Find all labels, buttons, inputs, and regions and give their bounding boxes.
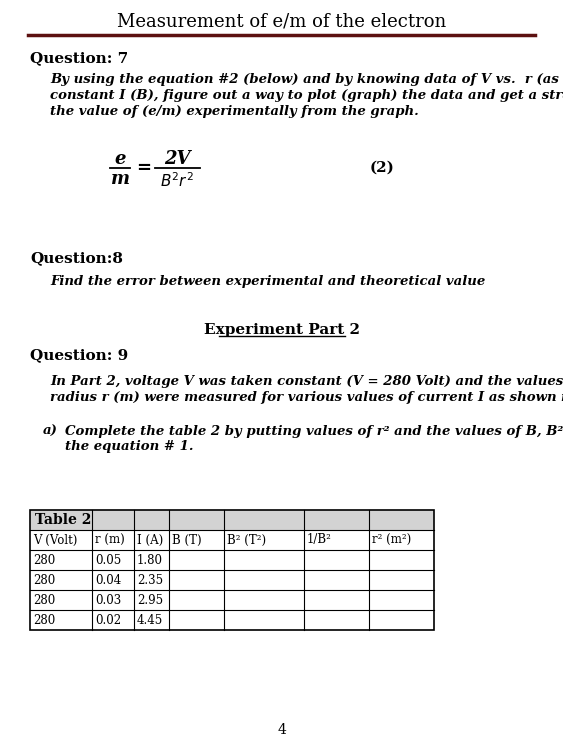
Text: V (Volt): V (Volt) bbox=[33, 533, 77, 547]
Text: $B^2r^2$: $B^2r^2$ bbox=[160, 172, 194, 190]
Text: r (m): r (m) bbox=[95, 533, 125, 547]
Text: constant I (B), figure out a way to plot (graph) the data and get a straight lin: constant I (B), figure out a way to plot… bbox=[50, 90, 563, 102]
Text: 280: 280 bbox=[33, 613, 55, 627]
Text: 2V: 2V bbox=[164, 150, 190, 168]
Text: 0.03: 0.03 bbox=[95, 594, 121, 607]
Text: 0.04: 0.04 bbox=[95, 574, 121, 586]
Bar bbox=[30, 510, 369, 530]
Text: By using the equation #2 (below) and by knowing data of V vs.  r (as above in ta: By using the equation #2 (below) and by … bbox=[50, 73, 563, 87]
Text: radius r (m) were measured for various values of current I as shown in table 2.: radius r (m) were measured for various v… bbox=[50, 391, 563, 403]
Text: Question: 7: Question: 7 bbox=[30, 51, 128, 65]
Bar bbox=[369, 510, 434, 530]
Text: 4.45: 4.45 bbox=[137, 613, 163, 627]
Text: 280: 280 bbox=[33, 594, 55, 607]
Text: In Part 2, voltage V was taken constant (V = 280 Volt) and the values of the ele: In Part 2, voltage V was taken constant … bbox=[50, 376, 563, 388]
Text: 4: 4 bbox=[277, 723, 286, 737]
Text: B (T): B (T) bbox=[172, 533, 202, 547]
Text: Find the error between experimental and theoretical value: Find the error between experimental and … bbox=[50, 276, 485, 288]
Text: a): a) bbox=[43, 425, 58, 438]
Text: 2.95: 2.95 bbox=[137, 594, 163, 607]
Text: =: = bbox=[136, 159, 151, 177]
Text: Complete the table 2 by putting values of r² and the values of B, B² and 1/B² by: Complete the table 2 by putting values o… bbox=[65, 425, 563, 438]
Text: the value of (e/m) experimentally from the graph.: the value of (e/m) experimentally from t… bbox=[50, 105, 419, 119]
Text: Experiment Part 2: Experiment Part 2 bbox=[203, 323, 360, 337]
Text: m: m bbox=[110, 170, 129, 188]
Text: (2): (2) bbox=[370, 161, 395, 175]
Text: 0.02: 0.02 bbox=[95, 613, 121, 627]
Text: e: e bbox=[114, 150, 126, 168]
Text: r² (m²): r² (m²) bbox=[372, 533, 411, 547]
Text: B² (T²): B² (T²) bbox=[227, 533, 266, 547]
Text: I (A): I (A) bbox=[137, 533, 163, 547]
Text: the equation # 1.: the equation # 1. bbox=[65, 440, 194, 453]
Bar bbox=[30, 510, 434, 630]
Text: Question:8: Question:8 bbox=[30, 251, 123, 265]
Text: Question: 9: Question: 9 bbox=[30, 348, 128, 362]
Text: Table 2: Table 2 bbox=[35, 513, 91, 527]
Text: 1.80: 1.80 bbox=[137, 554, 163, 566]
Text: 280: 280 bbox=[33, 554, 55, 566]
Text: 0.05: 0.05 bbox=[95, 554, 121, 566]
Text: Measurement of e/m of the electron: Measurement of e/m of the electron bbox=[117, 13, 446, 31]
Text: 280: 280 bbox=[33, 574, 55, 586]
Text: 2.35: 2.35 bbox=[137, 574, 163, 586]
Text: 1/B²: 1/B² bbox=[307, 533, 332, 547]
